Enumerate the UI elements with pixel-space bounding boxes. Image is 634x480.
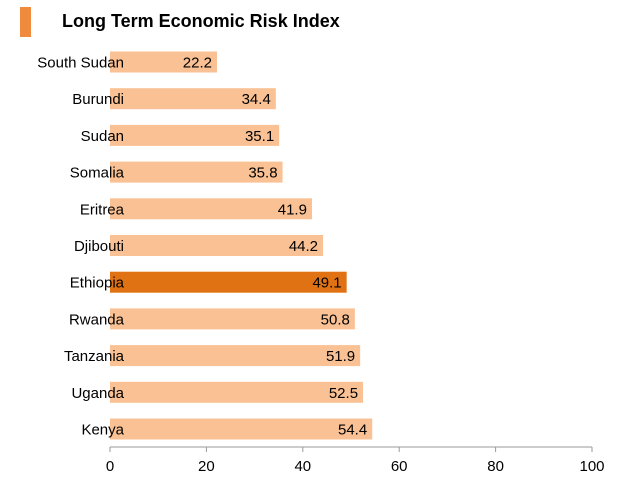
category-label: Djibouti <box>74 238 124 255</box>
bar-burundi <box>110 88 276 110</box>
bar-ethiopia <box>110 271 347 293</box>
x-tick-label: 80 <box>487 458 504 475</box>
bar-sudan <box>110 124 280 146</box>
category-label: Kenya <box>81 422 124 439</box>
chart-title: Long Term Economic Risk Index <box>62 11 340 31</box>
bar-tanzania <box>110 345 361 367</box>
category-label: Sudan <box>81 128 124 145</box>
value-label: 34.4 <box>242 91 271 108</box>
value-label: 35.8 <box>248 165 277 182</box>
value-label: 54.4 <box>338 422 367 439</box>
bar-djibouti <box>110 235 324 256</box>
x-tick-label: 40 <box>294 458 311 475</box>
value-label: 52.5 <box>329 385 358 402</box>
category-label: Burundi <box>72 91 124 108</box>
bar-uganda <box>110 381 364 403</box>
value-label: 22.2 <box>183 55 212 72</box>
bar-somalia <box>110 161 283 183</box>
value-label: 51.9 <box>326 348 355 365</box>
bar-rwanda <box>110 308 355 330</box>
bar-kenya <box>110 418 373 440</box>
category-label: Ethiopia <box>70 275 125 292</box>
x-tick-label: 60 <box>391 458 408 475</box>
category-label: South Sudan <box>37 55 124 72</box>
category-label: Somalia <box>70 165 125 182</box>
category-label: Tanzania <box>64 348 125 365</box>
value-label: 49.1 <box>312 275 341 292</box>
category-label: Uganda <box>71 385 124 402</box>
value-label: 35.1 <box>245 128 274 145</box>
bar-eritrea <box>110 198 312 220</box>
bar-south-sudan <box>110 51 218 73</box>
value-label: 41.9 <box>278 201 307 218</box>
title-marker <box>20 7 31 37</box>
x-tick-label: 0 <box>106 458 114 475</box>
category-label: Rwanda <box>69 311 125 328</box>
x-tick-label: 20 <box>198 458 215 475</box>
value-label: 44.2 <box>289 238 318 255</box>
category-label: Eritrea <box>80 201 125 218</box>
value-label: 50.8 <box>321 311 350 328</box>
x-tick-label: 100 <box>579 458 604 475</box>
